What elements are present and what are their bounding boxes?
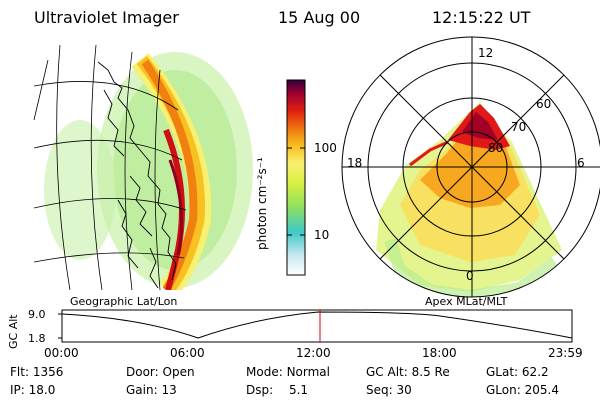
polar-mlt-12: 12 <box>478 46 494 60</box>
altitude-xtick-2359: 23:59 <box>548 346 583 360</box>
altitude-xtick-1800: 18:00 <box>422 346 457 360</box>
altitude-xtick-0600: 06:00 <box>170 346 205 360</box>
info-glat: GLat: 62.2 <box>486 365 549 379</box>
colorbar-unit-label: photon cm⁻²s⁻¹ <box>255 157 269 250</box>
instrument-title: Ultraviolet Imager <box>34 8 179 27</box>
info-flt: Flt: 1356 <box>10 365 64 379</box>
info-gain: Gain: 13 <box>126 383 177 397</box>
polar-lat-80: 80 <box>488 141 504 155</box>
info-glon: GLon: 205.4 <box>486 383 559 397</box>
geographic-map <box>34 45 253 290</box>
info-mode: Mode: Normal <box>246 365 330 379</box>
geo-panel-caption: Geographic Lat/Lon <box>70 295 178 308</box>
altitude-curve <box>61 311 573 339</box>
altitude-plot-frame <box>61 309 573 343</box>
colorbar-label-100: 100 <box>314 141 337 155</box>
polar-lat-70: 70 <box>511 120 527 134</box>
altitude-xtick-1200: 12:00 <box>296 346 331 360</box>
polar-mlt-18: 18 <box>347 156 363 170</box>
colorbar <box>286 79 306 276</box>
info-ip: IP: 18.0 <box>10 383 56 397</box>
geo-auroral-arc <box>131 53 212 290</box>
geo-coastlines <box>97 61 177 289</box>
info-gc-alt: GC Alt: 8.5 Re <box>366 365 450 379</box>
polar-mlt-6: 6 <box>577 156 585 170</box>
info-seq: Seq: 30 <box>366 383 412 397</box>
info-dsp: Dsp: 5.1 <box>246 383 309 397</box>
polar-boundary <box>341 36 600 298</box>
polar-mlt-0: 0 <box>466 269 474 283</box>
polar-map <box>342 37 600 297</box>
time-label: 12:15:22 UT <box>432 8 531 27</box>
info-door: Door: Open <box>126 365 195 379</box>
colorbar-label-10: 10 <box>314 228 330 242</box>
geo-graticule <box>34 45 187 290</box>
polar-lat-60: 60 <box>536 97 552 111</box>
polar-grid <box>342 37 600 297</box>
altitude-ylabel: GC Alt <box>7 314 20 349</box>
altitude-ytick-1-8: 1.8 <box>28 332 46 345</box>
altitude-ytick-9: 9.0 <box>28 308 46 321</box>
polar-panel-caption: Apex MLat/MLT <box>425 295 508 308</box>
date-label: 15 Aug 00 <box>278 8 361 27</box>
altitude-xtick-0000: 00:00 <box>44 346 79 360</box>
